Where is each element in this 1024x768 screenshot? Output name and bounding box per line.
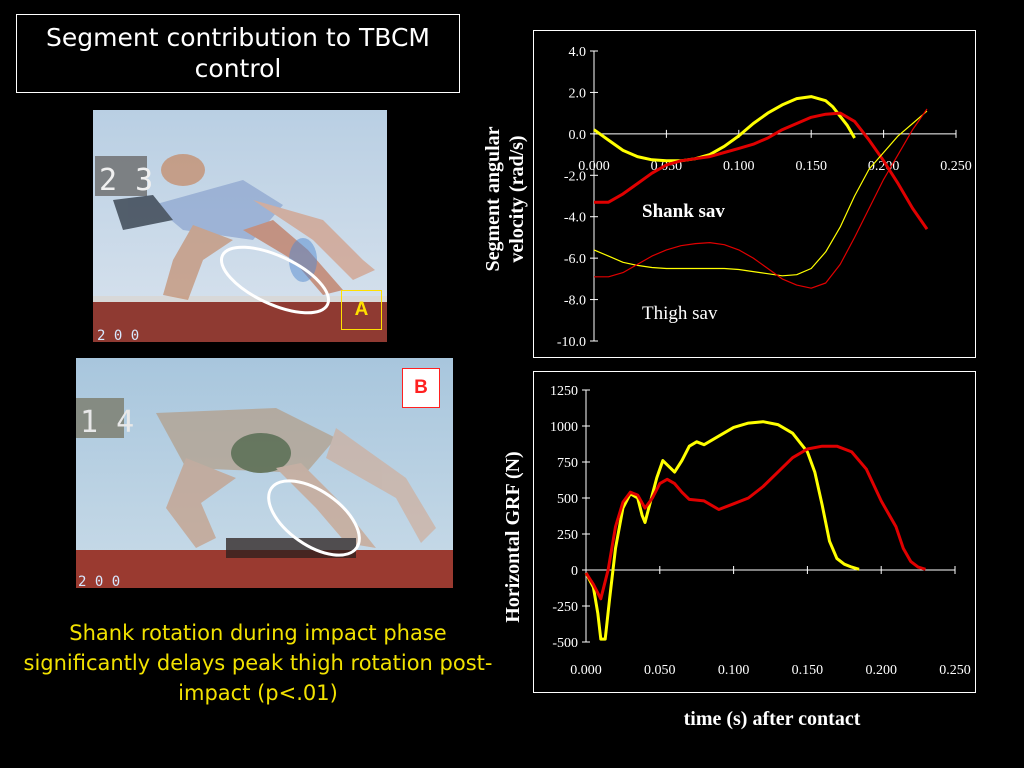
y-tick-label: -10.0: [557, 335, 586, 350]
label-a: A: [341, 290, 382, 330]
x-tick-label: 0.150: [792, 663, 824, 678]
y-tick-label: 1250: [550, 384, 578, 399]
x-tick-label: 0.000: [578, 159, 610, 174]
y-tick-label: 500: [557, 492, 578, 507]
label-b: B: [402, 368, 440, 408]
sprint-photo-a: 2 3 2 0 0: [93, 110, 387, 342]
y-tick-label: 2.0: [569, 86, 587, 101]
x-tick-label: 0.250: [939, 663, 971, 678]
x-tick-label: 0.100: [718, 663, 750, 678]
angular-velocity-plot: 4.02.00.0-2.0-4.0-6.0-8.0-10.00.000 0.050…: [557, 45, 972, 350]
grf-plot: 1250 1000 750 500 250 0 -250 -500 0.000 0.050 0.10…: [550, 384, 971, 678]
grf-chart: 1250 1000 750 500 250 0 -250 -500 0.000 0.050 0.10…: [533, 371, 976, 693]
x-tick-label: 0.000: [570, 663, 602, 678]
y-tick-label: -4.0: [564, 211, 586, 226]
x-tick-label: 0.100: [723, 159, 755, 174]
y-tick-label: 0: [571, 564, 578, 579]
chart2-ylabel: Horizontal GRF (N): [502, 451, 524, 623]
annotation-thigh-sav: Thigh sav: [642, 303, 718, 324]
y-tick-label: 4.0: [569, 45, 587, 60]
x-tick-label: 0.200: [868, 159, 900, 174]
series-line-red-thick: [584, 444, 926, 601]
lane-text-b: 2 0 0: [78, 574, 120, 588]
y-tick-label: 250: [557, 528, 578, 543]
series-line-yellow-thick: [584, 420, 860, 641]
y-tick-label: 750: [557, 456, 578, 471]
lane-text-a: 2 0 0: [97, 328, 139, 342]
x-tick-label: 0.250: [940, 159, 972, 174]
y-tick-label: 1000: [550, 420, 578, 435]
series-line-red-thin: [594, 108, 928, 289]
y-tick-label: -6.0: [564, 252, 586, 267]
series-line-yellow-thick: [593, 95, 856, 163]
chart2-xlabel: time (s) after contact: [683, 708, 861, 730]
series-line-yellow-thin: [593, 110, 928, 277]
y-tick-label: -250: [552, 600, 578, 615]
x-tick-label: 0.150: [795, 159, 827, 174]
caption: Shank rotation during impact phase signi…: [23, 621, 493, 705]
angular-velocity-chart: 4.0 2.0 0.0 -2.0 -4.0 -6.0 -8.0 -10.0 0.000 0.050…: [533, 30, 976, 358]
chart1-ylabel-line1: Segment angular: [482, 126, 504, 272]
sprint-photo-b: 1 4 2 0 0: [76, 358, 453, 588]
x-tick-label: 0.050: [644, 663, 676, 678]
series-line-red-thick: [594, 111, 929, 230]
y-tick-label: -500: [552, 636, 578, 651]
scoreboard-a: 2 3: [99, 163, 153, 198]
scoreboard-b: 1 4: [80, 405, 134, 440]
chart1-ylabel-line2: velocity (rad/s): [506, 135, 528, 263]
y-tick-label: 0.0: [569, 128, 587, 143]
y-tick-label: -8.0: [564, 294, 586, 309]
slide-title: Segment contribution to TBCM control: [16, 14, 460, 93]
chart1-ylabel: Segment angular velocity (rad/s): [481, 79, 529, 319]
x-tick-label: 0.200: [865, 663, 897, 678]
y-tick-label: -2.0: [564, 169, 586, 184]
annotation-shank-sav: Shank sav: [642, 201, 725, 222]
